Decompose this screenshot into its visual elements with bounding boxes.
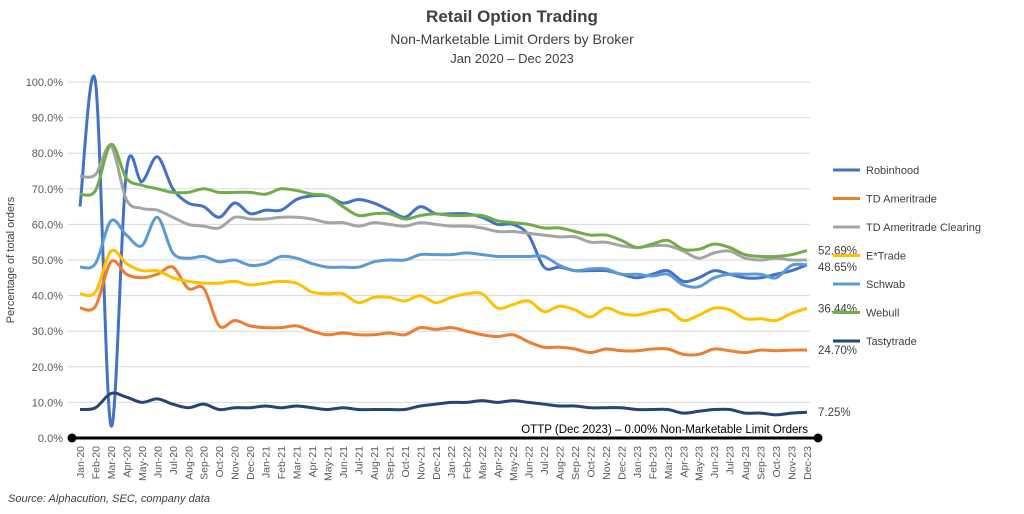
x-tick-label: Jan-21 xyxy=(261,446,273,478)
legend-label: Schwab xyxy=(866,279,905,291)
x-tick-label: Aug-20 xyxy=(183,446,195,480)
x-tick-label: Feb-23 xyxy=(647,446,659,479)
x-tick-label: Mar-22 xyxy=(477,446,489,479)
end-value-label: 48.65% xyxy=(818,262,857,274)
series-line-tastytrade xyxy=(79,391,808,417)
x-tick-label: Oct-23 xyxy=(771,446,783,478)
legend-item: Schwab xyxy=(833,279,905,291)
x-tick-label: Dec-22 xyxy=(616,446,628,480)
series-line-td-ameritrade xyxy=(79,259,808,357)
series-line-td-ameritrade-clearing xyxy=(79,144,808,262)
x-tick-label: Aug-21 xyxy=(369,446,381,480)
x-tick-label: Dec-23 xyxy=(802,446,814,480)
x-tick-label: Jun-20 xyxy=(152,446,164,478)
x-tick-label: Feb-22 xyxy=(462,446,474,479)
x-tick-label: Aug-23 xyxy=(740,446,752,480)
y-tick-label: 40.0% xyxy=(32,291,63,303)
x-tick-label: Jun-21 xyxy=(338,446,350,478)
series-line-robinhood xyxy=(78,74,808,428)
series-line-webull xyxy=(79,142,808,259)
x-tick-label: Jul-22 xyxy=(539,446,551,475)
x-tick-label: May-21 xyxy=(322,446,334,481)
x-tick-label: Jun-23 xyxy=(709,446,721,478)
y-tick-label: 30.0% xyxy=(32,326,63,338)
x-tick-label: May-20 xyxy=(137,446,149,481)
series-line-schwab xyxy=(79,215,808,289)
x-tick-label: May-22 xyxy=(508,446,520,481)
series-line-e-trade xyxy=(79,248,808,323)
x-tick-label: Sep-22 xyxy=(570,446,582,480)
source-note: Source: Alphacution, SEC, company data xyxy=(8,493,210,505)
end-value-label: 7.25% xyxy=(818,407,851,419)
x-tick-label: Apr-22 xyxy=(493,446,505,478)
x-tick-label: Sep-21 xyxy=(384,446,396,480)
legend-item: TD Ameritrade Clearing xyxy=(833,222,981,234)
x-tick-label: Nov-23 xyxy=(787,446,799,480)
legend-item: Tastytrade xyxy=(833,336,917,348)
legend-item: Robinhood xyxy=(833,165,919,177)
y-tick-label: 10.0% xyxy=(32,397,63,409)
x-tick-label: Nov-22 xyxy=(601,446,613,480)
legend-label: TD Ameritrade Clearing xyxy=(866,222,981,234)
x-tick-label: Sep-20 xyxy=(199,446,211,480)
legend-label: TD Ameritrade xyxy=(866,194,937,206)
x-tick-label: Oct-20 xyxy=(214,446,226,478)
x-tick-label: Jul-21 xyxy=(353,446,365,475)
baseline-start-dot xyxy=(67,433,77,443)
x-tick-label: Dec-20 xyxy=(245,446,257,480)
x-tick-label: Apr-21 xyxy=(307,446,319,478)
legend-item: E*Trade xyxy=(833,251,906,263)
x-tick-label: Sep-23 xyxy=(756,446,768,480)
x-tick-label: Mar-21 xyxy=(292,446,304,479)
x-tick-label: Jul-23 xyxy=(725,446,737,475)
x-tick-label: Mar-23 xyxy=(663,446,675,479)
chart-date-range: Jan 2020 – Dec 2023 xyxy=(450,51,574,66)
y-tick-label: 70.0% xyxy=(32,184,63,196)
x-tick-label: Jul-20 xyxy=(168,446,180,475)
x-tick-label: Oct-21 xyxy=(400,446,412,478)
legend-item: TD Ameritrade xyxy=(833,194,937,206)
x-tick-label: Jun-22 xyxy=(524,446,536,478)
x-tick-label: Feb-20 xyxy=(90,446,102,479)
legend-label: Webull xyxy=(866,308,899,320)
x-tick-label: Jan-20 xyxy=(75,446,87,478)
y-tick-label: 20.0% xyxy=(32,362,63,374)
baseline-end-dot xyxy=(813,433,823,443)
legend-label: Robinhood xyxy=(866,165,919,177)
x-tick-label: Jan-22 xyxy=(446,446,458,478)
legend-item: Webull xyxy=(833,308,899,320)
y-tick-label: 90.0% xyxy=(32,113,63,125)
x-tick-label: Apr-20 xyxy=(121,446,133,478)
y-tick-label: 0.0% xyxy=(38,433,63,445)
x-tick-label: Nov-20 xyxy=(230,446,242,480)
x-tick-label: Mar-20 xyxy=(106,446,118,479)
y-tick-label: 50.0% xyxy=(32,255,63,267)
y-tick-label: 80.0% xyxy=(32,148,63,160)
legend-label: E*Trade xyxy=(866,251,906,263)
x-tick-label: May-23 xyxy=(694,446,706,481)
ottp-annotation: OTTP (Dec 2023) – 0.00% Non-Marketable L… xyxy=(521,424,808,436)
y-tick-label: 60.0% xyxy=(32,219,63,231)
y-axis-label: Percentage of total orders xyxy=(5,196,17,323)
x-tick-label: Nov-21 xyxy=(415,446,427,480)
x-tick-label: Aug-22 xyxy=(555,446,567,480)
x-tick-label: Dec-21 xyxy=(431,446,443,480)
x-tick-label: Oct-22 xyxy=(585,446,597,478)
end-value-label: 24.70% xyxy=(818,345,857,357)
x-tick-label: Jan-23 xyxy=(632,446,644,478)
legend-label: Tastytrade xyxy=(866,336,917,348)
end-value-label: 52.69% xyxy=(818,245,857,257)
x-tick-label: Apr-23 xyxy=(678,446,690,478)
chart-subtitle: Non-Marketable Limit Orders by Broker xyxy=(390,31,634,47)
y-tick-label: 100.0% xyxy=(26,77,64,89)
x-tick-label: Feb-21 xyxy=(276,446,288,479)
chart-title: Retail Option Trading xyxy=(426,7,598,26)
